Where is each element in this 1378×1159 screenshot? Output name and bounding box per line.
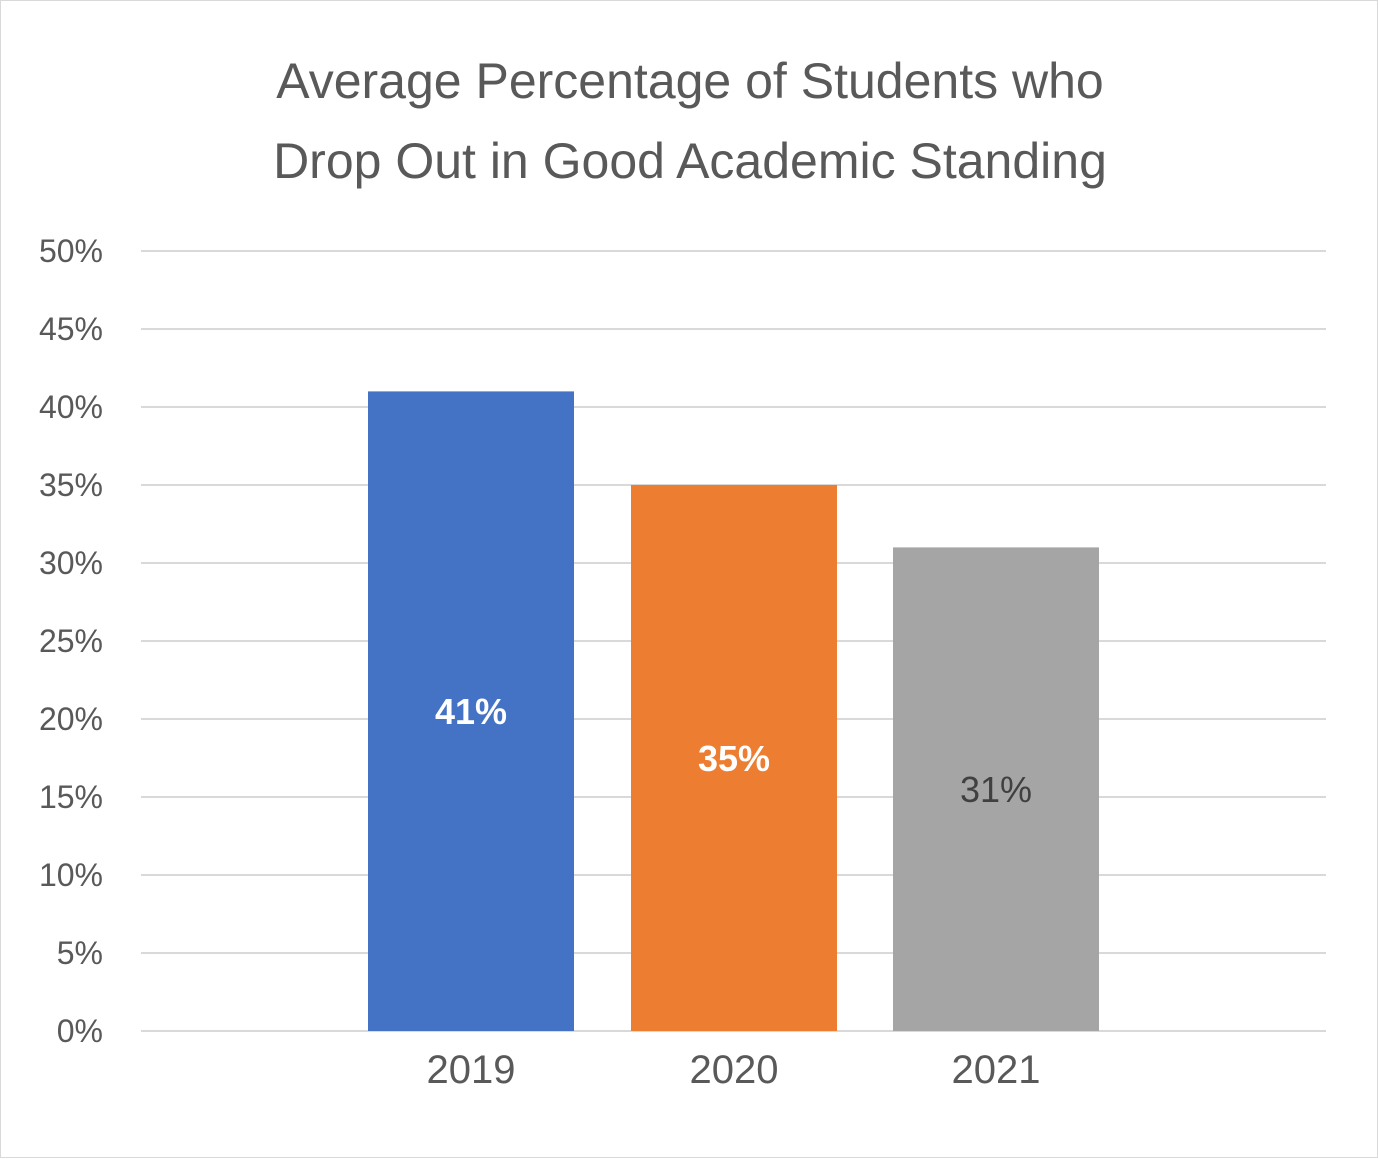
bars [368,391,1099,1031]
y-tick-label: 20% [39,701,103,737]
data-label-2019: 41% [435,691,507,732]
bar-2020 [631,485,837,1031]
x-category-label: 2019 [427,1048,516,1092]
bar-2021 [893,547,1099,1031]
y-tick-label: 0% [57,1013,103,1049]
data-label-2020: 35% [698,738,770,779]
x-axis-category-labels: 2019 2020 2021 [427,1048,1041,1092]
y-tick-label: 40% [39,389,103,425]
chart-title-line-1: Average Percentage of Students who [276,53,1103,109]
y-tick-label: 30% [39,545,103,581]
data-label-2021: 31% [960,769,1032,810]
chart-title: Average Percentage of Students who Drop … [273,53,1107,189]
y-tick-label: 15% [39,779,103,815]
bar-2019 [368,391,574,1031]
x-category-label: 2020 [690,1048,779,1092]
y-tick-label: 25% [39,623,103,659]
chart-title-line-2: Drop Out in Good Academic Standing [273,133,1107,189]
data-labels: 41% 35% 31% [435,691,1032,810]
x-category-label: 2021 [952,1048,1041,1092]
y-tick-label: 35% [39,467,103,503]
y-tick-label: 45% [39,311,103,347]
y-axis-tick-labels: 0% 5% 10% 15% 20% 25% 30% 35% 40% 45% 50% [39,233,103,1049]
y-tick-label: 50% [39,233,103,269]
y-tick-label: 10% [39,857,103,893]
y-tick-label: 5% [57,935,103,971]
